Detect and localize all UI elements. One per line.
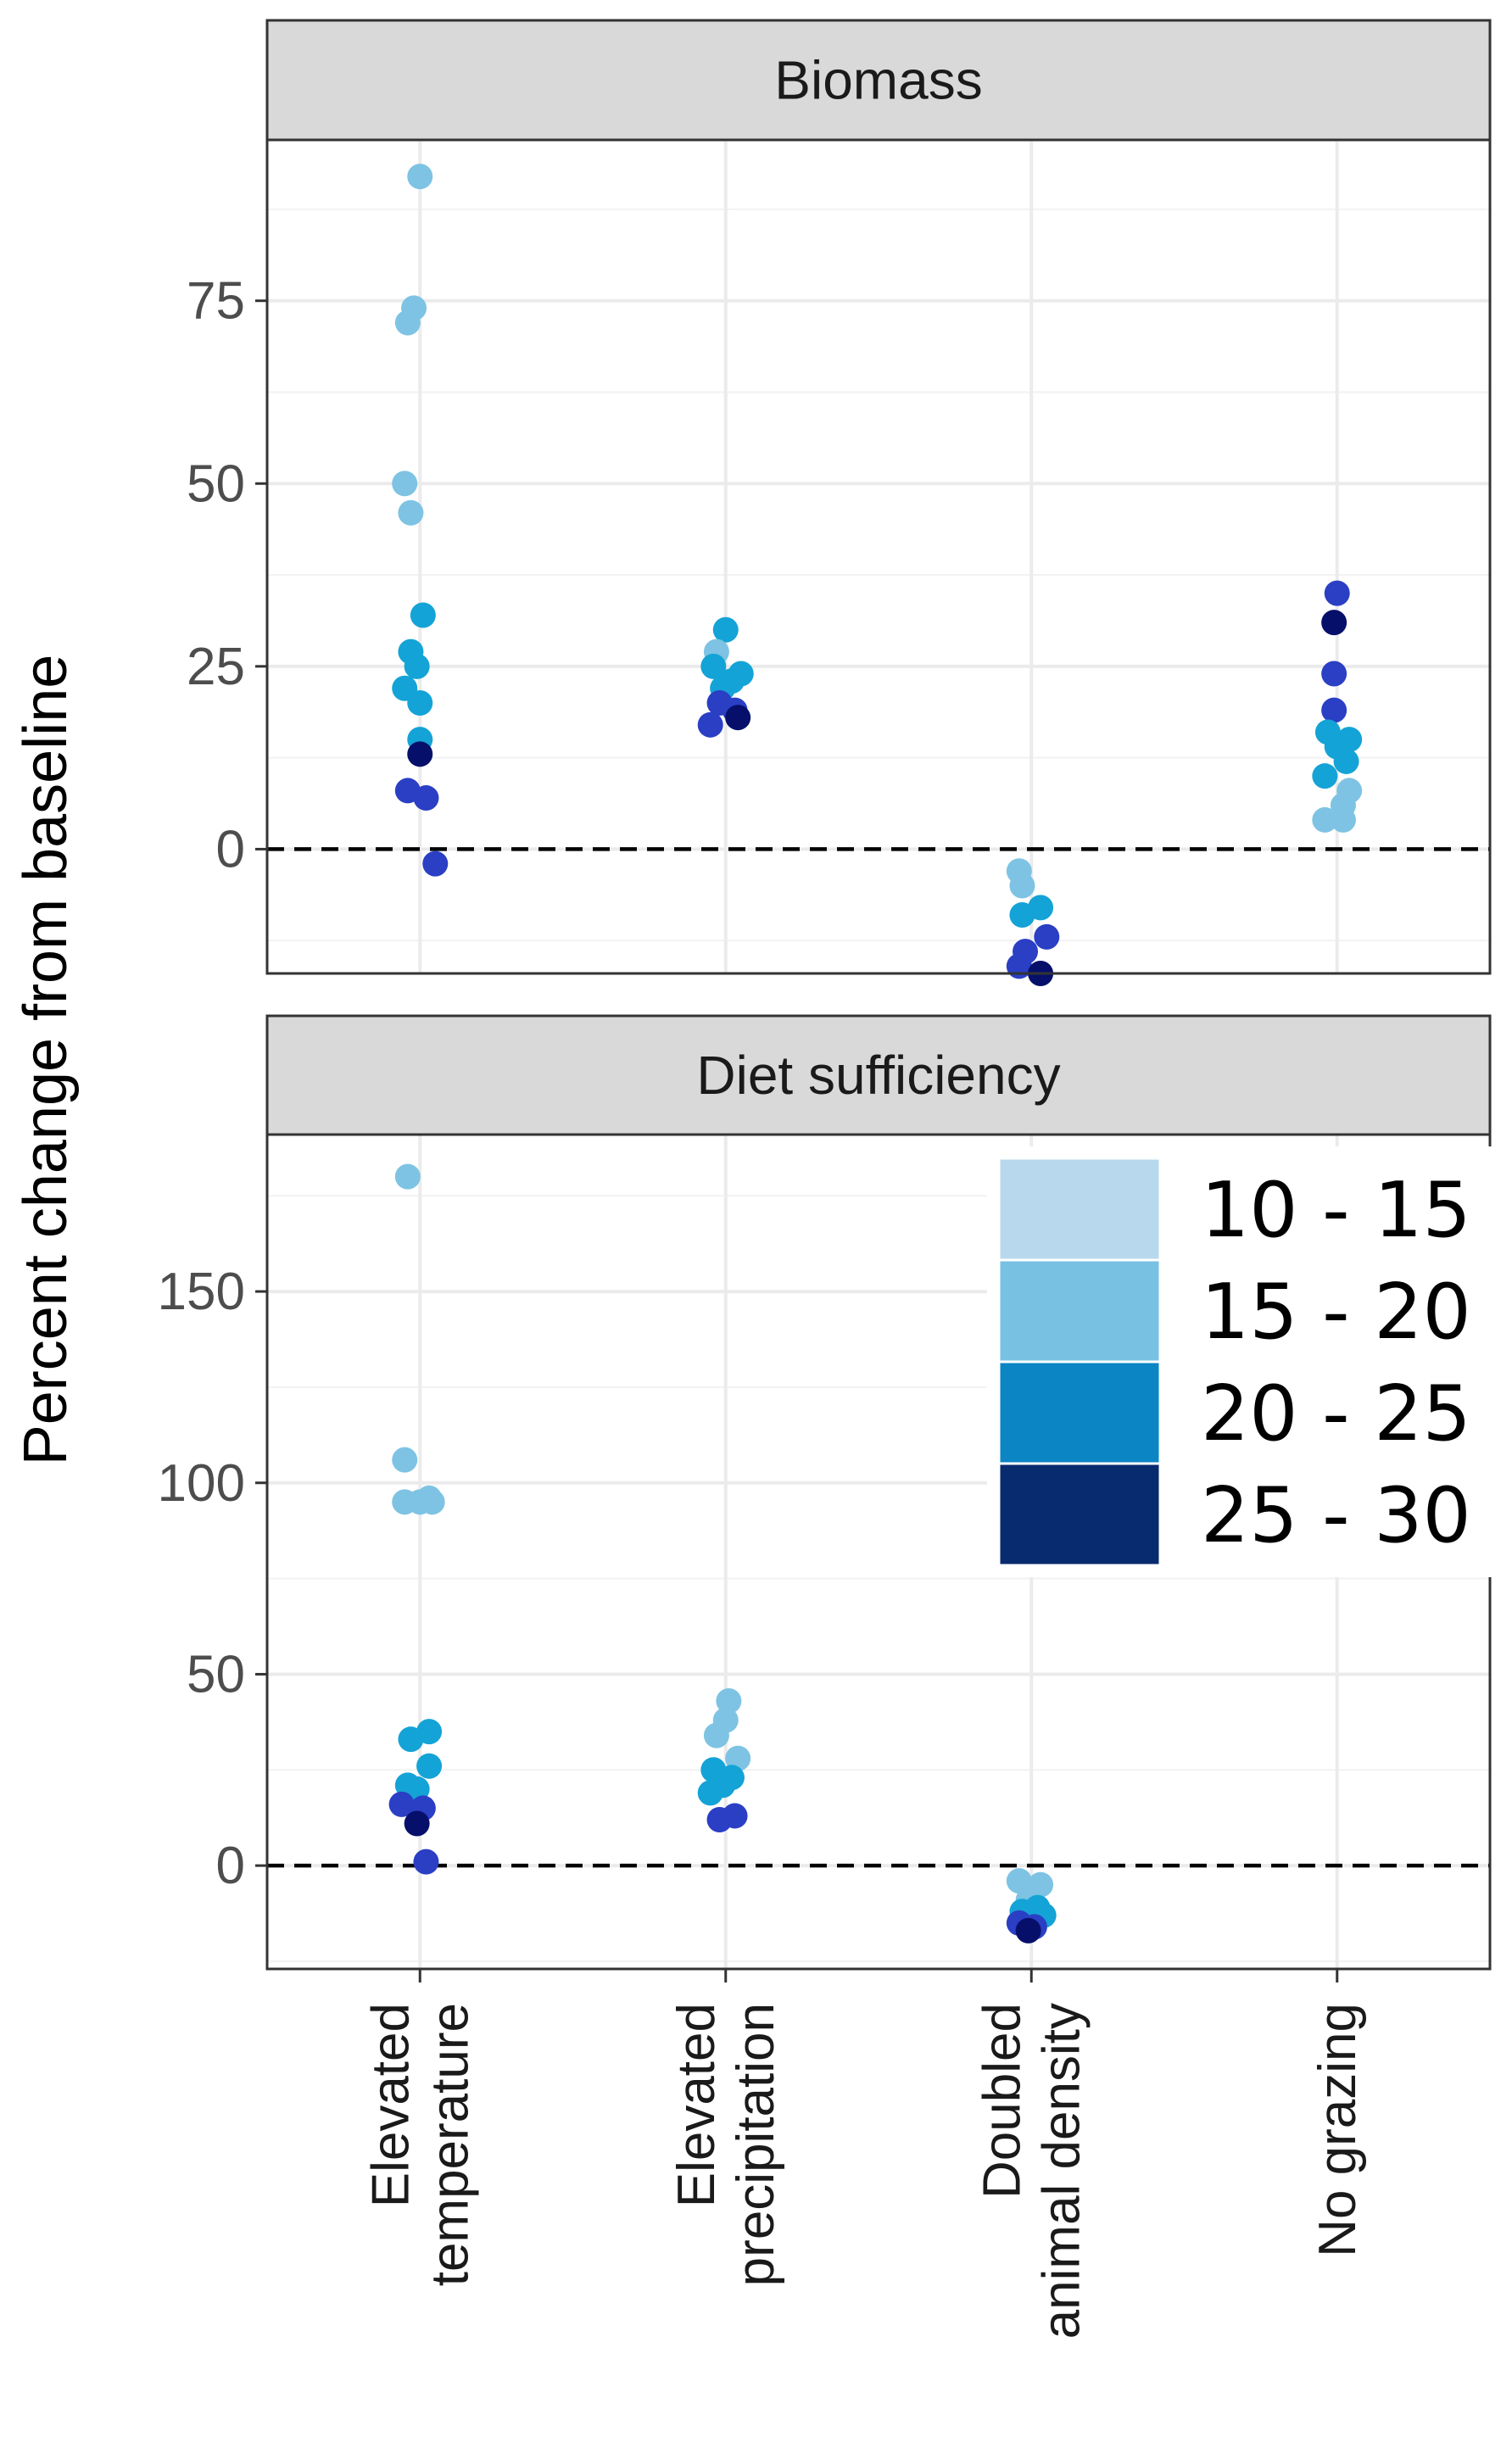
- y-tick-label: 50: [187, 1645, 245, 1704]
- data-point: [419, 1489, 445, 1515]
- data-point: [388, 1791, 415, 1817]
- data-point: [706, 1806, 733, 1832]
- data-point: [394, 310, 421, 336]
- y-axis-title: Percent change from baseline: [12, 655, 80, 1466]
- data-point: [404, 1810, 430, 1837]
- panel-strip: [265, 1014, 1492, 1136]
- x-tick-label-line: animal density: [1032, 2003, 1091, 2339]
- y-tick-label: 50: [187, 454, 245, 513]
- data-point: [404, 653, 430, 679]
- data-point: [1321, 661, 1347, 687]
- data-point: [697, 711, 723, 738]
- panel-strip: [265, 19, 1492, 142]
- data-point: [1330, 806, 1356, 833]
- data-point: [398, 1726, 424, 1753]
- data-point: [700, 653, 727, 679]
- y-tick-label: 25: [187, 638, 245, 696]
- y-tick-label: 100: [158, 1454, 245, 1513]
- data-point: [1034, 923, 1060, 950]
- data-point: [1324, 580, 1350, 606]
- data-point: [716, 1688, 742, 1715]
- plot-area: [267, 140, 1490, 973]
- data-point: [1321, 697, 1347, 723]
- y-tick-label: 150: [158, 1263, 245, 1321]
- data-point: [703, 1722, 729, 1748]
- legend-key: [997, 1360, 1162, 1465]
- data-point: [392, 471, 418, 497]
- data-point: [697, 1780, 723, 1806]
- panel-1: Biomass 0 25 50 75: [187, 19, 1492, 986]
- data-point: [407, 689, 433, 716]
- legend-label: 20 - 25: [1201, 1369, 1471, 1458]
- panel-title: Diet sufficiency: [696, 1045, 1060, 1106]
- data-point: [725, 1745, 751, 1771]
- legend-key: [997, 1462, 1162, 1567]
- legend-key: [997, 1157, 1162, 1262]
- data-point: [1009, 873, 1035, 899]
- y-tick-label: 0: [216, 820, 245, 878]
- legend-label: 25 - 30: [1201, 1471, 1471, 1560]
- panel-title: Biomass: [774, 50, 982, 111]
- y-tick-label: 75: [187, 272, 245, 331]
- legend: 10 - 15 15 - 20 20 - 25 25 - 30: [987, 1146, 1496, 1577]
- data-point: [1312, 806, 1338, 833]
- x-tick-label-line: Elevated: [361, 2003, 420, 2207]
- x-tick-label-line: precipitation: [727, 2003, 785, 2286]
- data-point: [407, 164, 433, 190]
- panel-border: [265, 138, 1492, 975]
- y-tick-label: 0: [216, 1837, 245, 1895]
- x-tick-label: No grazing: [1308, 2003, 1367, 2257]
- data-point: [1009, 902, 1035, 929]
- data-point: [1321, 610, 1347, 636]
- data-point: [1312, 763, 1338, 789]
- data-point: [413, 1849, 439, 1875]
- data-point: [413, 785, 439, 811]
- x-tick-label: Elevatedtemperature: [361, 2003, 479, 2286]
- data-point: [407, 741, 433, 767]
- x-tick-label: Doubledanimal density: [973, 2003, 1091, 2339]
- data-point: [392, 1447, 418, 1473]
- legend-label: 15 - 20: [1201, 1268, 1471, 1357]
- x-tick-label-line: No grazing: [1308, 2003, 1367, 2257]
- data-point: [416, 1753, 443, 1779]
- data-point: [1015, 1917, 1041, 1943]
- data-point: [1333, 748, 1359, 774]
- data-point: [712, 616, 739, 643]
- legend-label: 10 - 15: [1201, 1166, 1471, 1255]
- x-tick-label-line: Doubled: [973, 2003, 1031, 2199]
- legend-key: [997, 1258, 1162, 1363]
- data-point: [398, 499, 424, 526]
- data-point: [422, 850, 449, 877]
- data-point: [725, 705, 751, 731]
- x-tick-label-line: Elevated: [667, 2003, 726, 2207]
- data-point: [410, 602, 436, 628]
- x-tick-label: Elevatedprecipitation: [667, 2003, 785, 2286]
- data-point: [1006, 1868, 1032, 1894]
- x-tick-label-line: temperature: [421, 2003, 479, 2286]
- data-point: [394, 1163, 421, 1190]
